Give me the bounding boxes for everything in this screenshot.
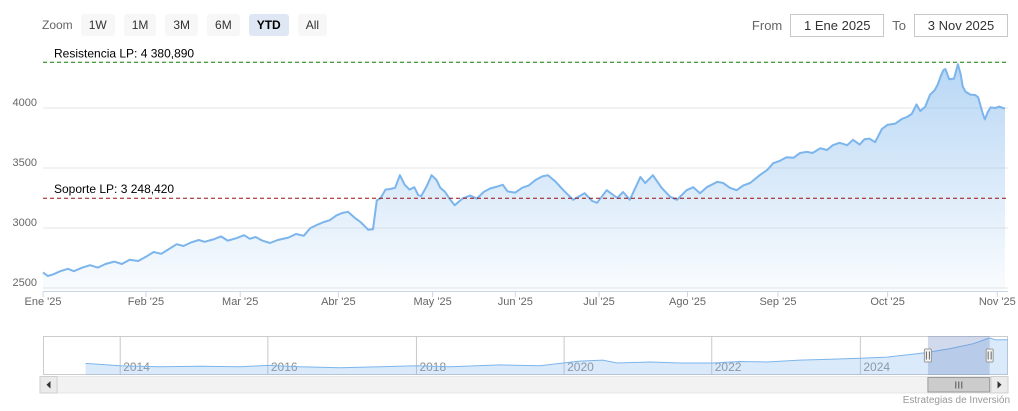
y-axis-label: 3000 — [13, 217, 37, 229]
navigator-year-label: 2014 — [123, 360, 150, 374]
range-button-6m[interactable]: 6M — [207, 14, 240, 36]
x-axis-label: Jun '25 — [498, 296, 533, 308]
range-button-3m[interactable]: 3M — [165, 14, 199, 36]
credit-text: Estrategias de Inversión — [902, 395, 1010, 406]
navigator-area — [85, 338, 1008, 375]
navigator-handle-right[interactable] — [985, 348, 994, 363]
from-date-input[interactable] — [790, 13, 885, 37]
y-axis-label: 4000 — [13, 97, 37, 109]
resistance-label: Resistencia LP: 4 380,890 — [54, 46, 194, 60]
x-axis-label: Jul '25 — [583, 296, 614, 308]
navigator-year-label: 2018 — [419, 360, 446, 374]
x-axis-label: Sep '25 — [759, 296, 796, 308]
y-axis-label: 3500 — [13, 157, 37, 169]
range-button-all[interactable]: All — [297, 14, 328, 36]
scrollbar-right-button[interactable] — [990, 376, 1009, 394]
range-selector: Zoom 1W 1M 3M 6M YTD All From To — [42, 13, 1008, 37]
from-label: From — [751, 17, 783, 33]
scrollbar-left-button[interactable] — [39, 376, 58, 394]
x-axis-label: Nov '25 — [979, 296, 1016, 308]
navigator-selected-range[interactable] — [927, 336, 990, 375]
price-line — [42, 63, 1006, 277]
navigator-outline — [43, 336, 1008, 375]
navigator-year-label: 2020 — [567, 360, 594, 374]
x-axis-label: Ago '25 — [669, 296, 706, 308]
x-axis-label: Feb '25 — [128, 296, 164, 308]
navigator-series — [85, 337, 1008, 369]
navigator-year-label: 2022 — [715, 360, 742, 374]
to-label: To — [892, 17, 906, 33]
x-axis-label: Mar '25 — [222, 296, 258, 308]
scrollbar-track[interactable] — [39, 376, 1009, 394]
support-label: Soporte LP: 3 248,420 — [54, 182, 174, 196]
x-axis-label: Oct '25 — [870, 296, 905, 308]
navigator-year-label: 2024 — [863, 360, 890, 374]
navigator-handle-left[interactable] — [923, 348, 932, 363]
range-button-1m[interactable]: 1M — [123, 14, 157, 36]
scrollbar-thumb[interactable] — [927, 377, 991, 393]
to-date-input[interactable] — [914, 13, 1008, 37]
zoom-label: Zoom — [42, 18, 73, 32]
price-area — [43, 64, 1005, 291]
y-axis-label: 2500 — [13, 277, 37, 289]
x-axis-label: Abr '25 — [321, 296, 356, 308]
zoom-buttons: 1W 1M 3M 6M YTD All — [80, 14, 328, 36]
range-button-ytd[interactable]: YTD — [248, 14, 289, 36]
range-button-1w[interactable]: 1W — [80, 14, 115, 36]
scroll-left-arrow-icon — [46, 381, 51, 389]
x-axis-label: Ene '25 — [25, 296, 62, 308]
navigator-year-label: 2016 — [271, 360, 298, 374]
plot-area[interactable] — [43, 42, 1008, 291]
x-axis-label: May '25 — [414, 296, 452, 308]
date-range: From To — [751, 13, 1008, 37]
scroll-right-arrow-icon — [997, 381, 1002, 389]
